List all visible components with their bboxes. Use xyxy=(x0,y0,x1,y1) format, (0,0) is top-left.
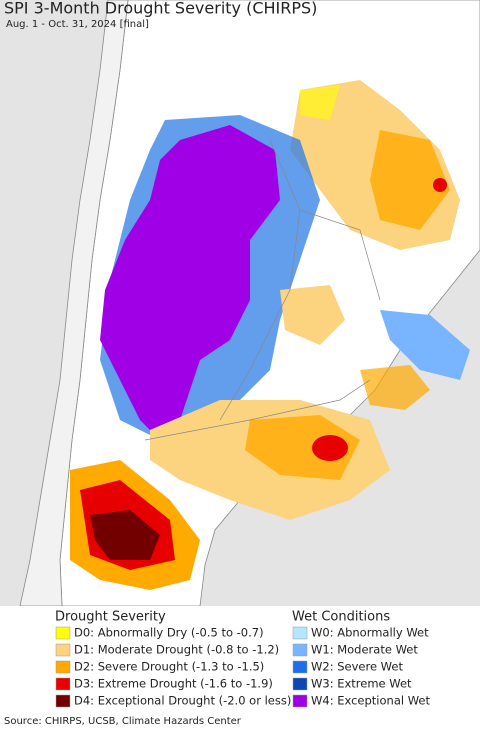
footer xyxy=(0,712,480,730)
legend-panel xyxy=(0,606,480,712)
drought-area xyxy=(312,435,348,461)
drought-area xyxy=(360,365,430,410)
legend-label: D3: Extreme Drought (-1.6 to -1.9) xyxy=(74,677,273,691)
border xyxy=(144,139,381,441)
drought-area xyxy=(433,178,447,192)
drought-area xyxy=(300,85,340,120)
legend-swatch xyxy=(55,694,71,708)
legend-label: D4: Exceptional Drought (-2.0 or less) xyxy=(74,694,291,708)
drought-area xyxy=(90,510,160,560)
legend-label: W2: Severe Wet xyxy=(311,660,403,674)
wet-area xyxy=(100,125,280,440)
wet-area xyxy=(380,310,470,380)
legend-swatch xyxy=(55,660,71,674)
legend-label: W4: Exceptional Wet xyxy=(311,694,430,708)
legend-swatch xyxy=(292,677,308,691)
legend-swatch xyxy=(292,643,308,657)
subtitle: Aug. 1 - Oct. 31, 2024 [final] xyxy=(6,19,149,30)
legend-swatch xyxy=(292,626,308,640)
drought-area xyxy=(370,130,450,230)
legend-heading: Drought Severity xyxy=(55,610,166,625)
legend-label: D2: Severe Drought (-1.3 to -1.5) xyxy=(74,660,264,674)
legend-swatch xyxy=(292,660,308,674)
title: SPI 3-Month Drought Severity (CHIRPS) xyxy=(4,0,317,18)
source: Source: CHIRPS, UCSB, Climate Hazards Ce… xyxy=(4,716,242,727)
legend-label: W0: Abnormally Wet xyxy=(311,626,429,640)
legend-swatch xyxy=(55,677,71,691)
legend-swatch xyxy=(55,643,71,657)
legend-label: D0: Abnormally Dry (-0.5 to -0.7) xyxy=(74,626,264,640)
legend-label: W3: Extreme Wet xyxy=(311,677,412,691)
legend-label: D1: Moderate Drought (-0.8 to -1.2) xyxy=(74,643,279,657)
drought-area xyxy=(245,415,360,480)
drought-area xyxy=(280,285,345,345)
legend-heading: Wet Conditions xyxy=(292,610,390,625)
legend-swatch xyxy=(292,694,308,708)
legend-swatch xyxy=(55,626,71,640)
legend-label: W1: Moderate Wet xyxy=(311,643,418,657)
